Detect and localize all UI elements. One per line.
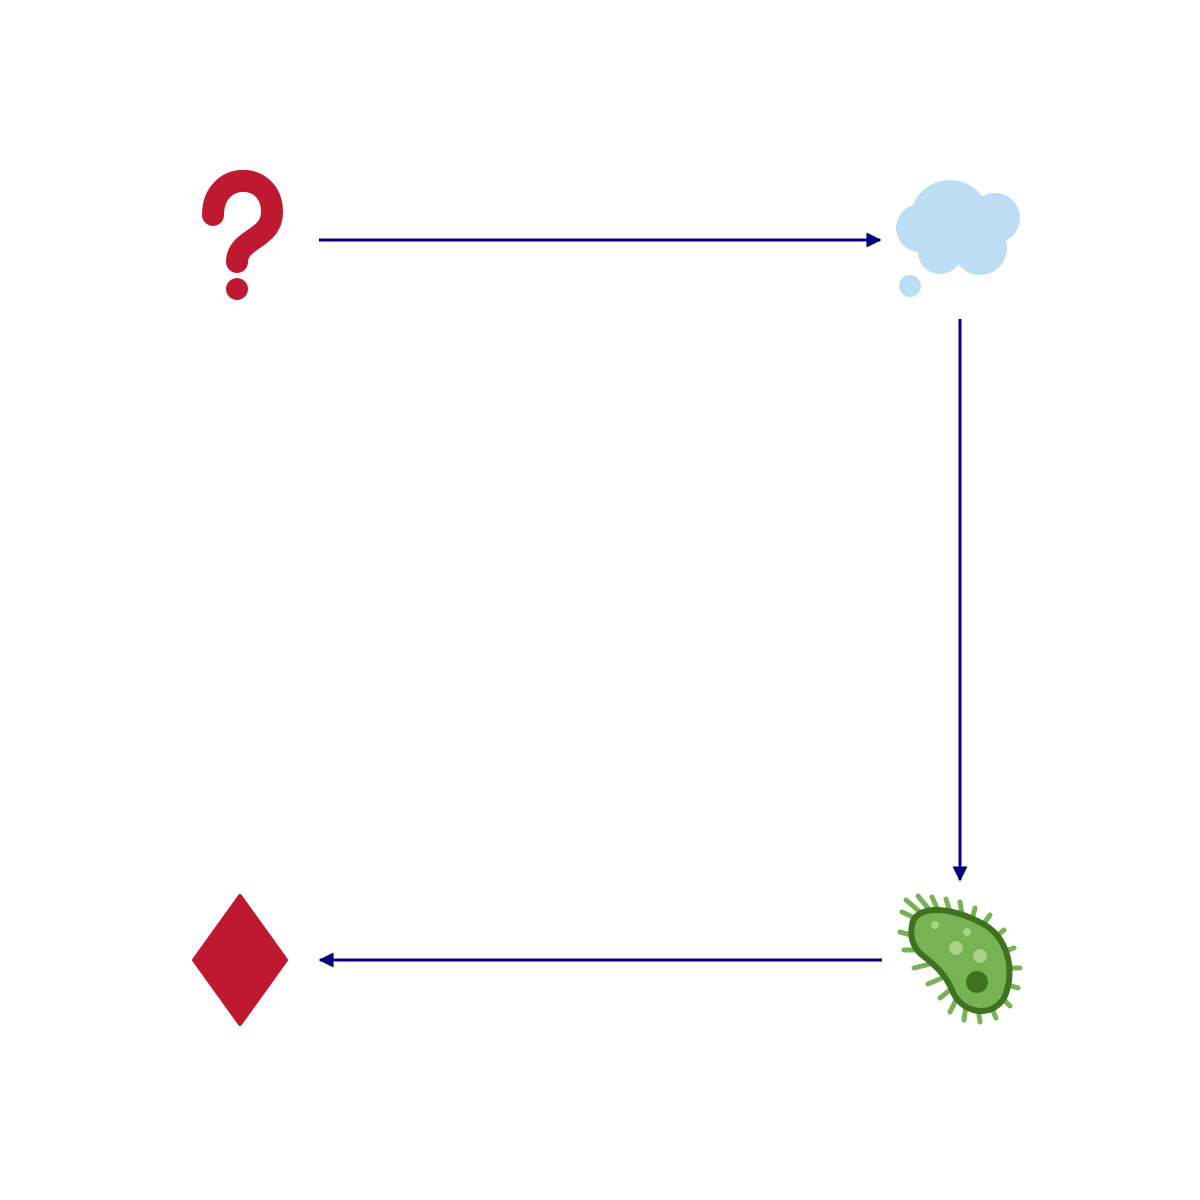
microbe-icon [900, 896, 1020, 1022]
thought-balloon-icon [896, 180, 1020, 297]
question-mark-icon [213, 181, 272, 300]
edges [319, 240, 960, 960]
diamond-suit-icon [194, 896, 286, 1024]
